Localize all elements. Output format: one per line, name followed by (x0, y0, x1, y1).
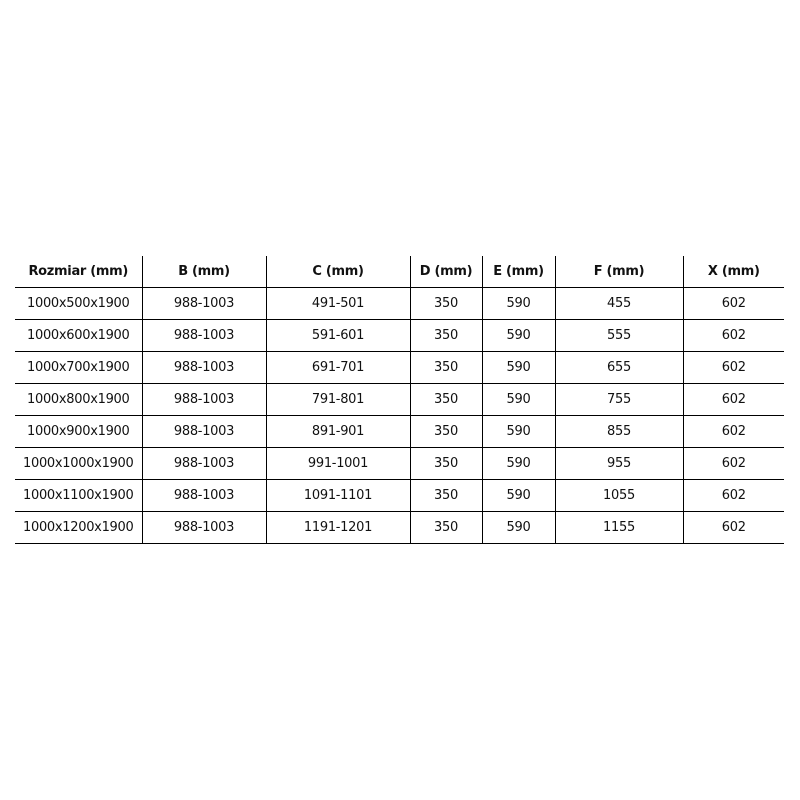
table-cell: 555 (554, 319, 683, 352)
table-cell: 602 (682, 511, 784, 544)
table-cell: 350 (409, 447, 482, 480)
header-cell: E (mm) (481, 256, 555, 288)
table-row: 1000x600x1900 988-1003 591-601 350 590 555 602 (15, 319, 784, 352)
table-cell: 988-1003 (141, 383, 266, 416)
table-cell: 602 (682, 479, 784, 512)
table-cell: 988-1003 (141, 351, 266, 384)
table-cell: 1155 (554, 511, 683, 544)
table-cell: 1000x1000x1900 (15, 447, 142, 480)
table-cell: 855 (554, 415, 683, 448)
table-cell: 988-1003 (141, 447, 266, 480)
table-row: 1000x500x1900 988-1003 491-501 350 590 455 602 (15, 287, 784, 320)
header-cell: F (mm) (554, 256, 683, 288)
table-cell: 350 (409, 351, 482, 384)
table-cell: 1000x1200x1900 (15, 511, 142, 544)
table-cell: 988-1003 (141, 287, 266, 320)
table-cell: 350 (409, 415, 482, 448)
table-cell: 1191-1201 (265, 511, 410, 544)
table-cell: 988-1003 (141, 479, 266, 512)
table-cell: 350 (409, 319, 482, 352)
table-cell: 590 (481, 383, 555, 416)
table-cell: 590 (481, 319, 555, 352)
table-cell: 602 (682, 415, 784, 448)
table-cell: 991-1001 (265, 447, 410, 480)
table-cell: 491-501 (265, 287, 410, 320)
table-cell: 602 (682, 351, 784, 384)
table-cell: 1000x600x1900 (15, 319, 142, 352)
table-cell: 655 (554, 351, 683, 384)
header-row: Rozmiar (mm) B (mm) C (mm) D (mm) E (mm)… (15, 256, 784, 288)
table-cell: 791-801 (265, 383, 410, 416)
table-row: 1000x1200x1900 988-1003 1191-1201 350 590 115… (15, 511, 784, 544)
table-cell: 988-1003 (141, 319, 266, 352)
header-cell: D (mm) (409, 256, 482, 288)
table-cell: 590 (481, 415, 555, 448)
header-cell: C (mm) (265, 256, 410, 288)
table-cell: 350 (409, 479, 482, 512)
table-cell: 1055 (554, 479, 683, 512)
table-cell: 955 (554, 447, 683, 480)
table-row: 1000x800x1900 988-1003 791-801 350 590 755 602 (15, 383, 784, 416)
table-cell: 591-601 (265, 319, 410, 352)
table-cell: 1000x800x1900 (15, 383, 142, 416)
table-cell: 988-1003 (141, 511, 266, 544)
table-row: 1000x1100x1900 988-1003 1091-1101 350 590 105… (15, 479, 784, 512)
table-cell: 891-901 (265, 415, 410, 448)
table-cell: 1091-1101 (265, 479, 410, 512)
table-cell: 1000x900x1900 (15, 415, 142, 448)
table-cell: 602 (682, 447, 784, 480)
table-cell: 1000x700x1900 (15, 351, 142, 384)
table-cell: 350 (409, 383, 482, 416)
table-row: 1000x700x1900 988-1003 691-701 350 590 655 602 (15, 351, 784, 384)
table-cell: 590 (481, 479, 555, 512)
header-cell: X (mm) (682, 256, 784, 288)
table-cell: 590 (481, 351, 555, 384)
table-cell: 602 (682, 287, 784, 320)
table-cell: 602 (682, 319, 784, 352)
header-cell: B (mm) (141, 256, 266, 288)
table-cell: 988-1003 (141, 415, 266, 448)
header-cell: Rozmiar (mm) (15, 256, 142, 288)
table-cell: 691-701 (265, 351, 410, 384)
table-row: 1000x900x1900 988-1003 891-901 350 590 855 602 (15, 415, 784, 448)
table-cell: 602 (682, 383, 784, 416)
table-cell: 1000x1100x1900 (15, 479, 142, 512)
table-cell: 350 (409, 511, 482, 544)
table-row: 1000x1000x1900 988-1003 991-1001 350 590 955 6… (15, 447, 784, 480)
table-cell: 755 (554, 383, 683, 416)
table-cell: 590 (481, 447, 555, 480)
table-cell: 1000x500x1900 (15, 287, 142, 320)
table-cell: 350 (409, 287, 482, 320)
table-cell: 455 (554, 287, 683, 320)
dimensions-table: Rozmiar (mm) B (mm) C (mm) D (mm) E (mm)… (15, 256, 784, 544)
table-cell: 590 (481, 511, 555, 544)
table-cell: 590 (481, 287, 555, 320)
